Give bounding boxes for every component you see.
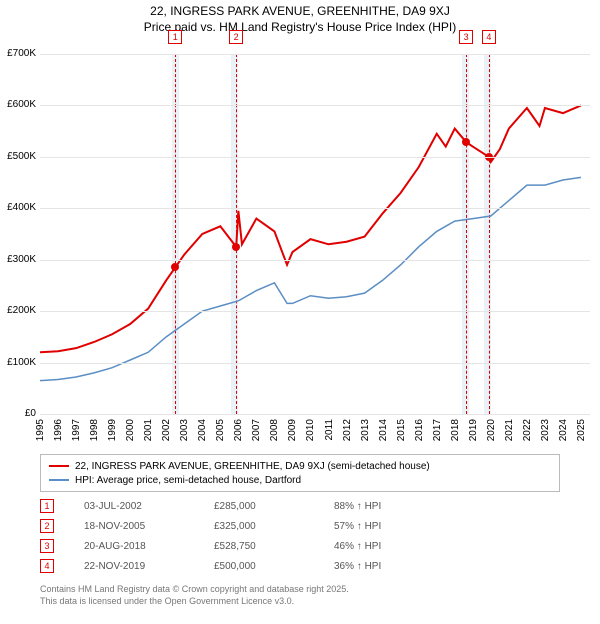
x-tick-label: 2022	[522, 419, 533, 441]
sale-row-index: 3	[40, 539, 54, 553]
legend: 22, INGRESS PARK AVENUE, GREENHITHE, DA9…	[40, 454, 560, 492]
series-property	[40, 105, 581, 352]
sale-price: £528,750	[214, 541, 334, 552]
chart-title: 22, INGRESS PARK AVENUE, GREENHITHE, DA9…	[0, 4, 600, 18]
x-tick-label: 2001	[143, 419, 154, 441]
sale-price: £325,000	[214, 521, 334, 532]
y-tick-label: £500K	[0, 151, 36, 162]
plot-region	[40, 54, 590, 414]
sale-row: 2 18-NOV-2005£325,00057% ↑ HPI	[40, 516, 560, 536]
footer-line2: This data is licensed under the Open Gov…	[40, 596, 349, 608]
sales-table: 1 03-JUL-2002£285,00088% ↑ HPI 2 18-NOV-200…	[40, 496, 560, 576]
y-tick-label: £300K	[0, 254, 36, 265]
x-tick-label: 2002	[161, 419, 172, 441]
sale-pct-vs-hpi: 36% ↑ HPI	[334, 561, 454, 572]
x-tick-label: 2024	[558, 419, 569, 441]
gridline-h	[40, 208, 590, 209]
chart-subtitle: Price paid vs. HM Land Registry's House …	[0, 20, 600, 34]
y-tick-label: £100K	[0, 357, 36, 368]
x-tick-label: 2018	[450, 419, 461, 441]
y-tick-label: £200K	[0, 305, 36, 316]
x-tick-label: 2015	[396, 419, 407, 441]
x-tick-label: 2020	[486, 419, 497, 441]
gridline-h	[40, 260, 590, 261]
line-layer	[40, 54, 590, 414]
sale-marker-label: 3	[459, 30, 473, 44]
sale-date: 22-NOV-2019	[84, 561, 214, 572]
sale-marker-label: 2	[229, 30, 243, 44]
sale-date: 20-AUG-2018	[84, 541, 214, 552]
x-tick-label: 2014	[378, 419, 389, 441]
x-tick-label: 2006	[233, 419, 244, 441]
sale-row-index: 2	[40, 519, 54, 533]
gridline-h	[40, 363, 590, 364]
x-tick-label: 1998	[89, 419, 100, 441]
sale-row-index: 1	[40, 499, 54, 513]
sale-marker-label: 1	[168, 30, 182, 44]
y-tick-label: £600K	[0, 99, 36, 110]
x-tick-label: 2025	[576, 419, 587, 441]
footer-line1: Contains HM Land Registry data © Crown c…	[40, 584, 349, 596]
gridline-h	[40, 54, 590, 55]
x-tick-label: 2005	[215, 419, 226, 441]
legend-item: HPI: Average price, semi-detached house,…	[49, 473, 551, 487]
legend-label: 22, INGRESS PARK AVENUE, GREENHITHE, DA9…	[75, 461, 430, 472]
chart-area: £0£100K£200K£300K£400K£500K£600K£700K199…	[30, 54, 590, 414]
sale-price: £500,000	[214, 561, 334, 572]
sale-date: 03-JUL-2002	[84, 501, 214, 512]
sale-row: 3 20-AUG-2018£528,75046% ↑ HPI	[40, 536, 560, 556]
x-tick-label: 2009	[287, 419, 298, 441]
x-tick-label: 2004	[197, 419, 208, 441]
sale-row: 1 03-JUL-2002£285,00088% ↑ HPI	[40, 496, 560, 516]
sale-row-index: 4	[40, 559, 54, 573]
x-tick-label: 1997	[71, 419, 82, 441]
x-tick-label: 1999	[107, 419, 118, 441]
x-tick-label: 2023	[540, 419, 551, 441]
sale-dot	[232, 243, 240, 251]
sale-dot	[171, 263, 179, 271]
x-tick-label: 2019	[468, 419, 479, 441]
gridline-h	[40, 157, 590, 158]
y-tick-label: £700K	[0, 48, 36, 59]
footer-attribution: Contains HM Land Registry data © Crown c…	[40, 584, 349, 607]
legend-swatch	[49, 479, 69, 481]
x-tick-label: 2021	[504, 419, 515, 441]
x-tick-label: 1995	[35, 419, 46, 441]
sale-pct-vs-hpi: 46% ↑ HPI	[334, 541, 454, 552]
sale-dot	[462, 138, 470, 146]
x-tick-label: 2000	[125, 419, 136, 441]
sale-marker-label: 4	[482, 30, 496, 44]
gridline-h	[40, 414, 590, 415]
sale-price: £285,000	[214, 501, 334, 512]
gridline-h	[40, 105, 590, 106]
x-tick-label: 2013	[360, 419, 371, 441]
x-tick-label: 2007	[251, 419, 262, 441]
sale-date: 18-NOV-2005	[84, 521, 214, 532]
sale-row: 4 22-NOV-2019£500,00036% ↑ HPI	[40, 556, 560, 576]
x-tick-label: 2017	[432, 419, 443, 441]
sale-pct-vs-hpi: 88% ↑ HPI	[334, 501, 454, 512]
x-tick-label: 2003	[179, 419, 190, 441]
legend-swatch	[49, 465, 69, 467]
sale-pct-vs-hpi: 57% ↑ HPI	[334, 521, 454, 532]
y-tick-label: £0	[0, 408, 36, 419]
x-tick-label: 2016	[414, 419, 425, 441]
x-tick-label: 2011	[324, 419, 335, 441]
y-tick-label: £400K	[0, 202, 36, 213]
legend-label: HPI: Average price, semi-detached house,…	[75, 475, 301, 486]
x-tick-label: 2010	[305, 419, 316, 441]
x-tick-label: 2012	[342, 419, 353, 441]
x-tick-label: 1996	[53, 419, 64, 441]
gridline-h	[40, 311, 590, 312]
x-tick-label: 2008	[269, 419, 280, 441]
legend-item: 22, INGRESS PARK AVENUE, GREENHITHE, DA9…	[49, 459, 551, 473]
